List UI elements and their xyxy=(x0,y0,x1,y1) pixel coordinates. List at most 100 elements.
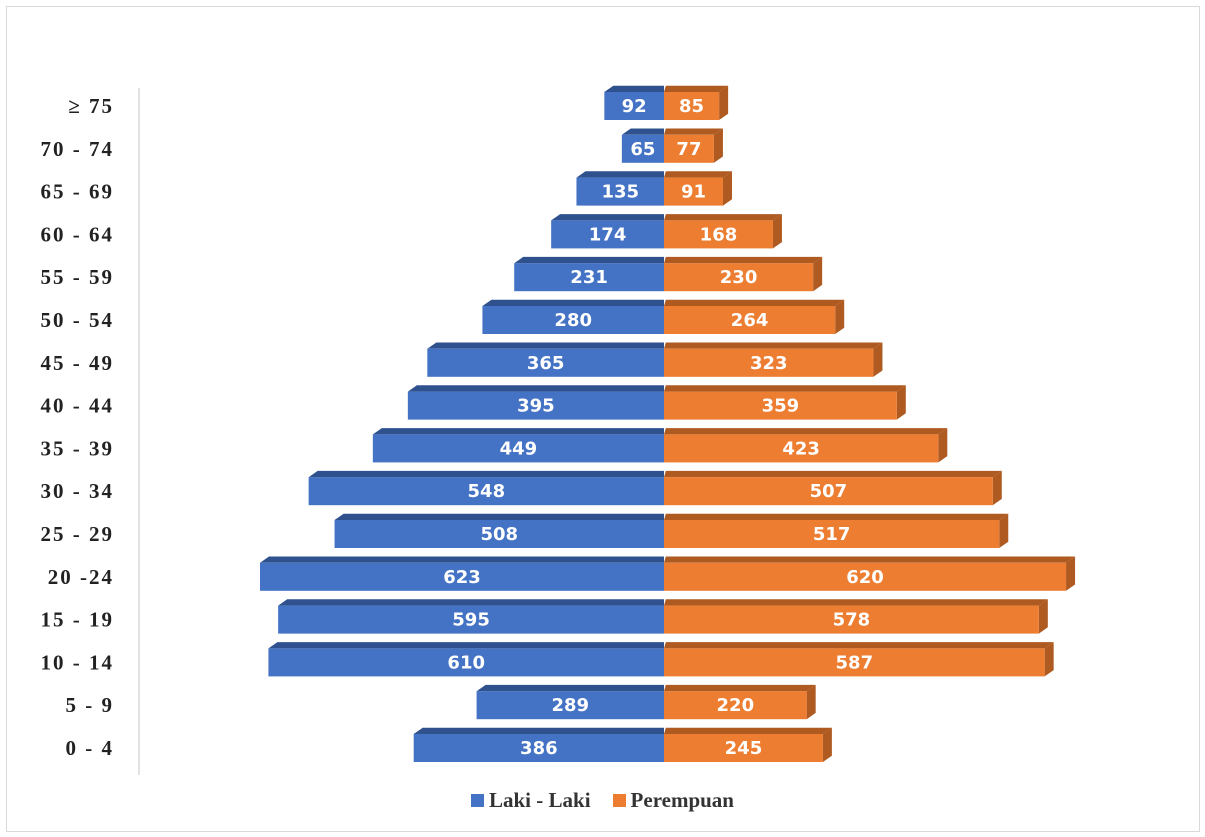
male-value-label: 449 xyxy=(500,438,538,459)
female-value-label: 245 xyxy=(725,738,763,759)
male-bar-top xyxy=(476,684,664,692)
female-bar-top xyxy=(664,128,723,135)
category-label: 50 - 54 xyxy=(41,308,115,332)
male-bar xyxy=(482,306,664,334)
legend-item-male[interactable]: Laki - Laki xyxy=(471,788,591,813)
female-bar-side xyxy=(873,342,883,377)
female-bar-top xyxy=(664,428,948,435)
male-bar xyxy=(268,648,664,677)
male-value-label: 289 xyxy=(552,695,590,716)
male-bar-top xyxy=(576,171,664,178)
female-bar-side xyxy=(1038,599,1048,634)
male-bar-top xyxy=(621,128,664,135)
legend-swatch-female xyxy=(612,794,626,807)
male-value-label: 365 xyxy=(527,353,565,374)
male-value-label: 92 xyxy=(622,96,647,117)
male-bar xyxy=(576,177,664,206)
category-label: 45 - 49 xyxy=(41,351,115,375)
category-label: 35 - 39 xyxy=(41,436,115,460)
category-label: 40 - 44 xyxy=(41,394,115,418)
female-bar xyxy=(664,520,1000,548)
female-bar xyxy=(664,134,714,163)
male-bar-top xyxy=(334,513,664,520)
male-bar-top xyxy=(278,599,664,606)
female-bar-top xyxy=(664,556,1076,563)
male-value-label: 508 xyxy=(480,524,518,545)
category-label: 5 - 9 xyxy=(66,693,115,717)
category-label: ≥ 75 xyxy=(68,94,114,118)
category-label: 55 - 59 xyxy=(41,265,115,289)
category-label: 0 - 4 xyxy=(66,736,115,760)
female-bar-top xyxy=(664,85,729,92)
female-bar xyxy=(664,562,1067,591)
female-value-label: 264 xyxy=(731,310,769,331)
female-value-label: 620 xyxy=(846,567,884,588)
male-value-label: 135 xyxy=(601,182,639,203)
male-value-label: 386 xyxy=(520,738,558,759)
female-bar-side xyxy=(806,684,816,720)
female-value-label: 587 xyxy=(836,652,874,673)
female-bar xyxy=(664,691,807,720)
female-bar-side xyxy=(813,256,823,292)
male-bar-top xyxy=(260,556,664,563)
male-value-label: 610 xyxy=(447,652,485,673)
female-bar-side xyxy=(713,128,723,163)
category-label: 10 - 14 xyxy=(41,650,115,674)
female-bar-top xyxy=(664,342,883,349)
male-bar-top xyxy=(308,470,664,478)
male-bar-top xyxy=(514,256,664,264)
female-value-label: 507 xyxy=(810,481,848,502)
female-bar-top xyxy=(664,599,1048,606)
male-value-label: 548 xyxy=(468,481,506,502)
female-bar-top xyxy=(664,214,782,221)
female-bar-side xyxy=(822,727,832,762)
female-value-label: 91 xyxy=(681,182,706,203)
female-bar-side xyxy=(835,299,845,334)
female-bar xyxy=(664,348,874,377)
male-bar xyxy=(551,220,664,249)
legend-item-female[interactable]: Perempuan xyxy=(612,788,734,813)
female-value-label: 168 xyxy=(700,224,738,245)
female-bar xyxy=(664,648,1045,677)
male-bar xyxy=(278,605,664,634)
male-bar xyxy=(621,134,664,163)
female-bar-top xyxy=(664,385,906,392)
female-value-label: 517 xyxy=(813,524,851,545)
female-bar xyxy=(664,477,993,506)
legend-label-female: Perempuan xyxy=(630,788,734,812)
female-value-label: 85 xyxy=(679,96,704,117)
female-bar-top xyxy=(664,642,1054,649)
female-value-label: 359 xyxy=(762,396,800,417)
female-bar xyxy=(664,306,836,334)
male-bar xyxy=(476,691,664,720)
female-bar-top xyxy=(664,470,1002,478)
female-bar-top xyxy=(664,299,845,306)
male-value-label: 623 xyxy=(443,567,481,588)
female-bar-side xyxy=(1044,642,1054,677)
female-bar xyxy=(664,177,724,206)
category-label: 25 - 29 xyxy=(41,522,115,546)
male-bar xyxy=(334,520,664,548)
male-value-label: 395 xyxy=(517,396,555,417)
female-bar-side xyxy=(999,513,1009,548)
legend-swatch-male xyxy=(471,794,484,807)
male-value-label: 231 xyxy=(570,267,608,288)
male-value-label: 65 xyxy=(630,139,655,160)
male-bar-top xyxy=(413,727,664,734)
male-bar-top xyxy=(372,428,664,435)
legend-label-male: Laki - Laki xyxy=(489,788,591,812)
female-bar-side xyxy=(719,85,729,120)
category-label: 20 -24 xyxy=(48,565,114,589)
male-bar xyxy=(308,477,664,506)
male-bar-top xyxy=(604,85,664,92)
male-bar xyxy=(514,263,664,292)
male-bar-top xyxy=(268,642,664,649)
female-bar-side xyxy=(1066,556,1076,591)
female-bar xyxy=(664,92,720,120)
female-bar-top xyxy=(664,171,733,178)
female-value-label: 230 xyxy=(720,267,758,288)
male-bar xyxy=(604,92,664,120)
male-bar-top xyxy=(551,214,664,221)
female-bar xyxy=(664,263,814,292)
